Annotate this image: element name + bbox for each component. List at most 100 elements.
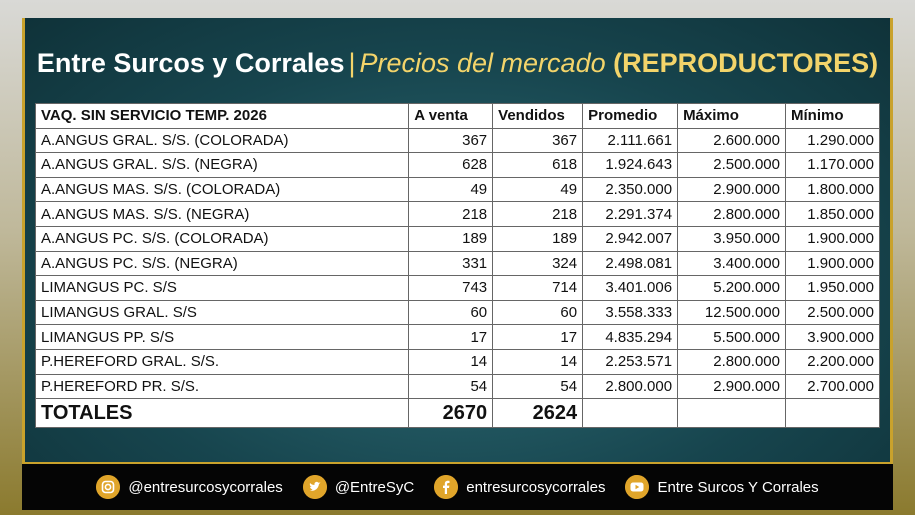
column-header: Máximo: [677, 103, 786, 129]
cell-number: 2.200.000: [785, 348, 880, 375]
cell-number: 3.900.000: [785, 324, 880, 350]
cell-number: 2.600.000: [677, 127, 786, 154]
separator: |: [348, 48, 356, 78]
cell-category: LIMANGUS PP. S/S: [34, 324, 410, 350]
table-row: LIMANGUS GRAL. S/S 60 60 3.558.333 12.500.00…: [34, 299, 880, 326]
facebook[interactable]: entresurcosycorrales: [434, 475, 605, 499]
cell-number: 2.900.000: [677, 176, 786, 203]
empty-cell: [582, 398, 679, 429]
header: Entre Surcos y Corrales | Precios del merc…: [0, 48, 915, 79]
facebook-handle: entresurcosycorrales: [466, 478, 606, 496]
column-header: VAQ. SIN SERVICIO TEMP. 2026: [34, 103, 410, 129]
cell-number: 3.950.000: [677, 225, 786, 252]
table-body: A.ANGUS GRAL. S/S. (COLORADA) 367 367 2.111…: [34, 127, 880, 429]
cell-number: 17: [492, 324, 584, 350]
cell-number: 2.498.081: [582, 250, 679, 277]
column-header: Mínimo: [785, 103, 880, 129]
instagram[interactable]: @entresurcosycorrales: [96, 475, 283, 499]
cell-category: A.ANGUS PC. S/S. (COLORADA): [34, 225, 410, 252]
table-row: A.ANGUS GRAL. S/S. (NEGRA) 628 618 1.924.64…: [34, 152, 880, 178]
cell-number: 2.500.000: [677, 152, 786, 178]
twitter-icon: [302, 475, 327, 499]
cell-number: 17: [408, 324, 494, 350]
cell-number: 2.900.000: [677, 373, 786, 400]
totals-a-venta: 2670: [408, 398, 494, 429]
cell-number: 5.500.000: [677, 324, 786, 350]
cell-number: 54: [408, 373, 494, 400]
cell-category: LIMANGUS GRAL. S/S: [34, 299, 410, 326]
cell-number: 1.924.643: [582, 152, 679, 178]
header-row: VAQ. SIN SERVICIO TEMP. 2026 A venta Vendi…: [34, 103, 880, 129]
footer: @entresurcosycorrales @EntreSyC entresur…: [22, 462, 893, 510]
table-row: A.ANGUS PC. S/S. (COLORADA) 189 189 2.942.0…: [34, 225, 880, 252]
cell-number: 2.942.007: [582, 225, 679, 252]
cell-category: LIMANGUS PC. S/S: [34, 275, 410, 301]
cell-category: A.ANGUS GRAL. S/S. (COLORADA): [34, 127, 410, 154]
empty-cell: [785, 398, 880, 429]
youtube[interactable]: Entre Surcos Y Corrales: [625, 475, 819, 499]
totals-row: TOTALES 2670 2624: [34, 398, 880, 429]
instagram-handle: @entresurcosycorrales: [128, 478, 283, 496]
cell-number: 1.800.000: [785, 176, 880, 203]
table-row: LIMANGUS PC. S/S 743 714 3.401.006 5.200.000…: [34, 275, 880, 301]
twitter[interactable]: @EntreSyC: [302, 475, 415, 499]
table-row: A.ANGUS MAS. S/S. (COLORADA) 49 49 2.350.00…: [34, 176, 880, 203]
title: Entre Surcos y Corrales: [36, 48, 345, 78]
cell-number: 2.350.000: [582, 176, 679, 203]
cell-number: 54: [492, 373, 584, 400]
column-header: Promedio: [582, 103, 679, 129]
cell-number: 189: [492, 225, 584, 252]
totals-vendidos: 2624: [492, 398, 584, 429]
cell-number: 324: [492, 250, 584, 277]
cell-category: A.ANGUS PC. S/S. (NEGRA): [34, 250, 410, 277]
table-row: A.ANGUS GRAL. S/S. (COLORADA) 367 367 2.111…: [34, 127, 880, 154]
cell-number: 2.111.661: [582, 127, 679, 154]
cell-number: 2.800.000: [677, 201, 786, 227]
cell-number: 367: [408, 127, 494, 154]
table-row: A.ANGUS MAS. S/S. (NEGRA) 218 218 2.291.374…: [34, 201, 880, 227]
cell-number: 189: [408, 225, 494, 252]
column-header: A venta: [408, 103, 494, 129]
cell-number: 218: [492, 201, 584, 227]
cell-number: 1.900.000: [785, 225, 880, 252]
cell-number: 1.290.000: [785, 127, 880, 154]
cell-number: 2.500.000: [785, 299, 880, 326]
tag: (REPRODUCTORES): [613, 48, 879, 78]
cell-number: 2.800.000: [677, 348, 786, 375]
cell-number: 367: [492, 127, 584, 154]
twitter-handle: @EntreSyC: [334, 478, 415, 496]
cell-number: 60: [408, 299, 494, 326]
cell-category: A.ANGUS MAS. S/S. (NEGRA): [34, 201, 410, 227]
cell-number: 1.900.000: [785, 250, 880, 277]
column-header: Vendidos: [492, 103, 584, 129]
price-table: VAQ. SIN SERVICIO TEMP. 2026 A venta Vendi…: [34, 103, 880, 429]
cell-number: 2.291.374: [582, 201, 679, 227]
cell-category: A.ANGUS GRAL. S/S. (NEGRA): [34, 152, 410, 178]
table-row: A.ANGUS PC. S/S. (NEGRA) 331 324 2.498.081 3…: [34, 250, 880, 277]
table-row: LIMANGUS PP. S/S 17 17 4.835.294 5.500.000 3.…: [34, 324, 880, 350]
table-row: P.HEREFORD PR. S/S. 54 54 2.800.000 2.900.00…: [34, 373, 880, 400]
cell-number: 3.401.006: [582, 275, 679, 301]
subtitle: Precios del mercado: [359, 48, 606, 78]
cell-category: P.HEREFORD PR. S/S.: [34, 373, 410, 400]
youtube-icon: [625, 475, 650, 499]
cell-number: 743: [408, 275, 494, 301]
totals-label: TOTALES: [34, 398, 410, 429]
cell-number: 4.835.294: [582, 324, 679, 350]
cell-number: 2.700.000: [785, 373, 880, 400]
cell-number: 14: [492, 348, 584, 375]
cell-number: 14: [408, 348, 494, 375]
cell-number: 331: [408, 250, 494, 277]
empty-cell: [677, 398, 786, 429]
cell-number: 12.500.000: [677, 299, 786, 326]
cell-number: 60: [492, 299, 584, 326]
youtube-handle: Entre Surcos Y Corrales: [657, 478, 819, 496]
cell-number: 618: [492, 152, 584, 178]
cell-number: 1.170.000: [785, 152, 880, 178]
cell-number: 2.253.571: [582, 348, 679, 375]
table-row: P.HEREFORD GRAL. S/S. 14 14 2.253.571 2.800.…: [34, 348, 880, 375]
cell-category: A.ANGUS MAS. S/S. (COLORADA): [34, 176, 410, 203]
cell-number: 5.200.000: [677, 275, 786, 301]
cell-number: 2.800.000: [582, 373, 679, 400]
